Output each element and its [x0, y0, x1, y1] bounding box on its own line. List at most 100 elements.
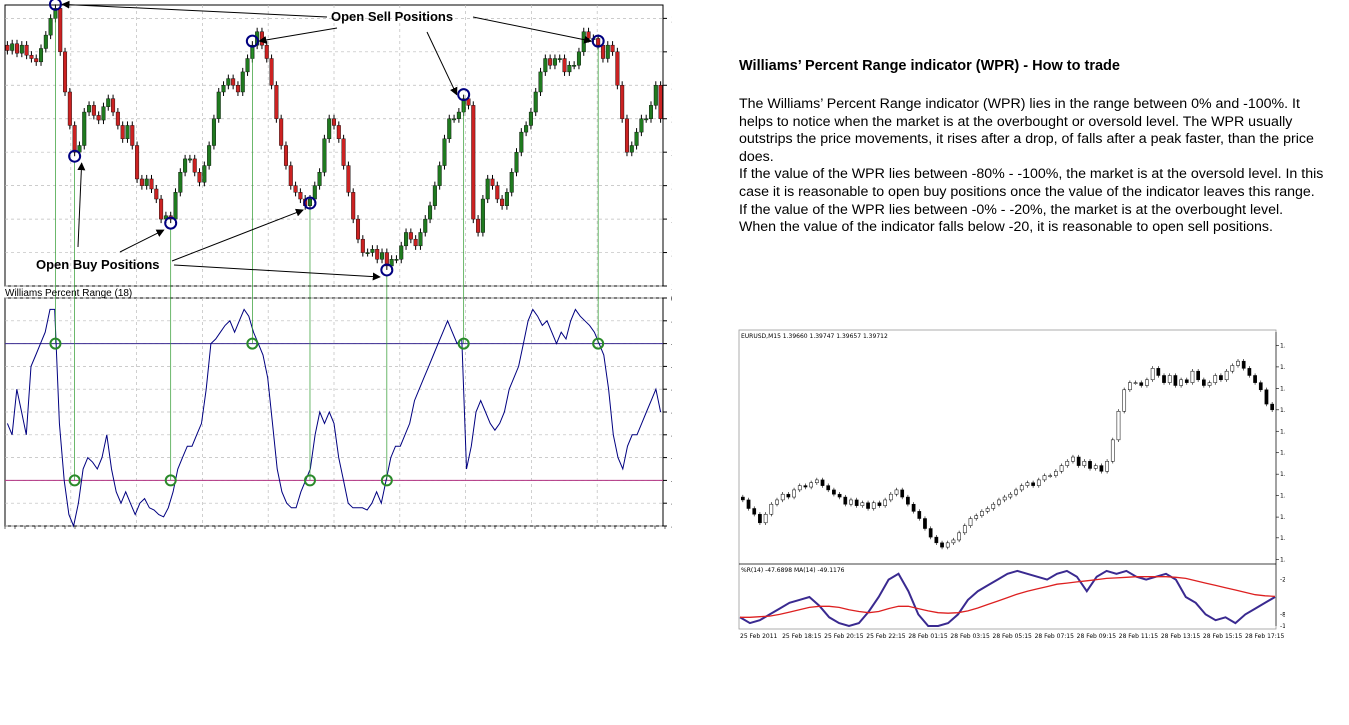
price-candle-body [557, 58, 562, 60]
wpr-tick-label: -80 [671, 476, 672, 487]
price-candle-body [154, 188, 159, 200]
eurusd-candle-body [1190, 370, 1195, 383]
eurusd-candle-body [1116, 410, 1121, 441]
eurusd-candle-body [951, 539, 956, 544]
price-candle-body [399, 245, 404, 260]
eurusd-tick-label: 1.37810 [1280, 450, 1285, 457]
eurusd-candle-body [1031, 482, 1035, 486]
eurusd-candle-body [854, 499, 859, 506]
price-candle-body [29, 54, 34, 59]
eurusd-candle-body [780, 493, 785, 501]
eurusd-candle-body [991, 503, 996, 509]
price-candle-body [322, 138, 327, 173]
price-candle-body [519, 131, 524, 153]
eurusd-candle-body [1139, 382, 1144, 386]
eurusd-candle-body [746, 499, 751, 509]
price-candle-body [72, 125, 77, 153]
price-candle-body [658, 85, 663, 119]
wpr-small-tick-label: -100 [1280, 623, 1285, 630]
open-sell-label: Open Sell Positions [331, 9, 453, 24]
eurchf-price-chart: 1.9800 1.9750 1.9700 1.9650 1.9600 1.9550 1.95… [4, 0, 672, 533]
eurusd-candle-body [1207, 382, 1212, 386]
eurusd-tick-label: 1.37065 [1280, 556, 1285, 563]
price-candle-body [24, 44, 29, 56]
price-candle-body [10, 43, 15, 51]
price-candle-body [418, 232, 423, 247]
wpr-tick-label: -70 [671, 454, 672, 465]
wpr-small-line [739, 569, 1276, 628]
price-candle-body [428, 205, 433, 220]
eurusd-candle-body [997, 499, 1001, 505]
eurusd-candle-body [763, 513, 768, 524]
price-candle-body [197, 172, 202, 183]
price-candle-body [307, 198, 312, 206]
price-candle-body [572, 65, 577, 67]
price-candle-body [346, 165, 351, 193]
price-candle-body [480, 198, 485, 233]
wpr-sell-marker [49, 337, 62, 350]
eurusd-candle-body [940, 542, 944, 548]
eurusd-candle-body [820, 479, 825, 486]
eurusd-candle-body [1145, 379, 1149, 386]
eurusd-candle-body [843, 496, 848, 505]
eurusd-candle-body [957, 532, 961, 541]
wpr-sell-marker [246, 337, 259, 350]
price-candle-body [639, 118, 644, 133]
eurusd-candle-body [1167, 375, 1172, 383]
eurusd-time-label: 28 Feb 01:15 [908, 633, 948, 640]
article: Williams’ Percent Range indicator (WPR) … [739, 58, 1324, 237]
wpr-sell-marker [592, 337, 605, 350]
price-candle-body [139, 178, 144, 186]
annotation-arrow [61, 0, 328, 18]
price-candle-body [202, 165, 207, 183]
eurusd-candle-body [934, 536, 939, 544]
eurusd-candle-body [832, 489, 836, 495]
price-candle-body [528, 111, 533, 126]
buy-signal-circle [68, 149, 82, 163]
eurusd-candle-body [1230, 365, 1235, 372]
eurusd-candle-body [1025, 482, 1030, 486]
price-candle-body [264, 44, 269, 59]
price-candle-body [221, 85, 226, 93]
price-candle-body [490, 178, 495, 186]
eurusd-candle-body [860, 502, 865, 506]
eurusd-candle-body [866, 502, 870, 509]
price-candle-body [629, 145, 634, 153]
eurusd-candle-body [1150, 368, 1155, 381]
eurusd-candle-body [1247, 368, 1252, 376]
eurusd-candle-body [1076, 456, 1081, 466]
price-candle-body [216, 91, 221, 119]
eurusd-time-label: 25 Feb 2011 [740, 633, 778, 640]
price-candle-body [543, 58, 548, 73]
buy-signal-circle [164, 216, 178, 230]
eurusd-tick-label: 1.37215 [1280, 535, 1285, 542]
price-candle-body [576, 51, 581, 66]
price-candle-body [259, 31, 264, 46]
wpr-buy-marker [303, 474, 316, 487]
price-candle-body [384, 252, 389, 267]
eurusd-candle-body [1019, 485, 1024, 491]
price-candle-body [552, 58, 557, 66]
eurusd-candle-body [985, 508, 990, 512]
price-candle-body [101, 106, 106, 121]
eurusd-candle-body [1065, 461, 1070, 466]
price-candle-body [380, 252, 385, 260]
price-candle-body [538, 71, 543, 93]
price-candle-body [187, 158, 192, 161]
eurusd-candle-body [1270, 403, 1275, 411]
annotation-arrow [173, 264, 381, 281]
eurusd-candle-body [792, 489, 796, 498]
wpr-tick-label: -10 [671, 317, 672, 328]
article-paragraph-1: The Williams’ Percent Range indicator (W… [739, 96, 1314, 165]
price-candle-body [269, 58, 274, 86]
price-candle-body [404, 232, 409, 247]
price-candle-body [67, 91, 72, 126]
eurusd-time-label: 25 Feb 22:15 [866, 633, 906, 640]
eurusd-candle-body [1099, 465, 1104, 472]
price-candle-body [365, 252, 370, 254]
wpr-small-line [740, 576, 1276, 618]
price-candle-body [106, 98, 111, 107]
sell-signal-circle [457, 88, 471, 102]
price-candle-body [370, 249, 375, 253]
article-paragraph-2: If the value of the WPR lies between -80… [739, 166, 1324, 200]
